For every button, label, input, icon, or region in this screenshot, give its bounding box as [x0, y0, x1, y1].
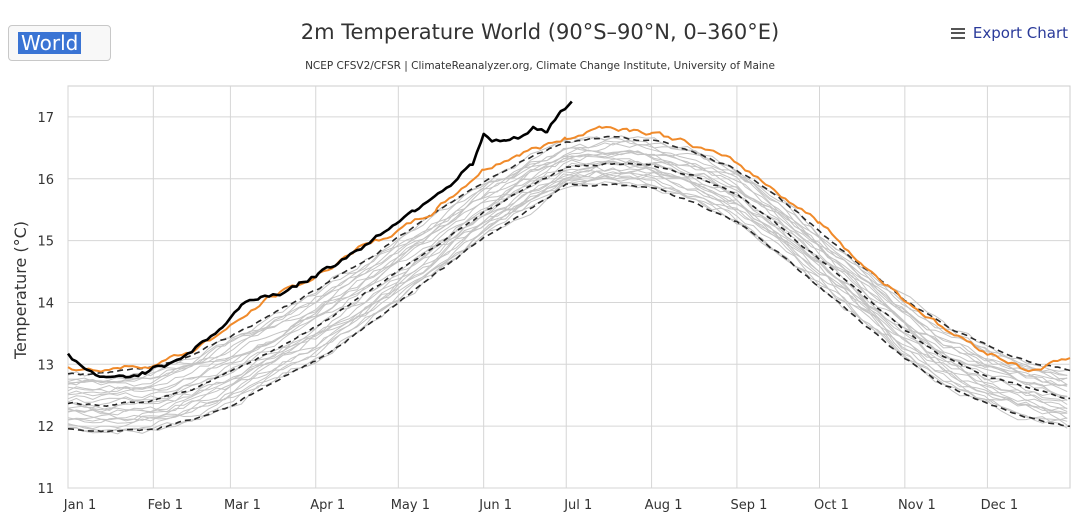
historical-years-lines: [67, 135, 1068, 435]
mean-dashed-line: [67, 162, 1071, 408]
y-tick-label: 13: [37, 358, 54, 373]
historical-year-line: [67, 146, 1068, 387]
historical-year-line: [67, 170, 1068, 416]
y-tick-label: 12: [37, 420, 54, 435]
y-tick-labels: 11 12 13 14 15 16 17: [37, 111, 54, 497]
series-lines: [66, 100, 1071, 433]
historical-year-line: [67, 177, 1068, 430]
historical-year-line: [67, 151, 1068, 396]
previous-year-line: [67, 125, 1071, 373]
historical-year-line: [67, 162, 1068, 413]
historical-year-line: [67, 158, 1068, 411]
plot-frame: [67, 85, 1071, 489]
x-tick-label: Dec 1: [981, 498, 1019, 513]
x-tick-label: Feb 1: [148, 498, 183, 513]
x-tick-label: Jan 1: [63, 498, 96, 513]
x-tick-label: Jul 1: [563, 498, 592, 513]
x-tick-labels: Jan 1 Feb 1 Mar 1 Apr 1 May 1 Jun 1 Jul 1 Aug 1…: [63, 498, 1018, 513]
x-tick-label: Aug 1: [645, 498, 683, 513]
grid: [67, 85, 1071, 489]
export-chart-label: Export Chart: [972, 24, 1068, 42]
historical-year-line: [67, 172, 1068, 424]
y-tick-label: 16: [37, 173, 54, 188]
historical-year-line: [67, 150, 1068, 393]
historical-year-line: [67, 160, 1068, 409]
chart-title: 2m Temperature World (90°S–90°N, 0–360°E…: [300, 20, 780, 44]
band-dashed-line: [67, 183, 1071, 433]
historical-year-line: [68, 177, 1068, 434]
historical-year-line: [67, 181, 1068, 435]
y-tick-label: 15: [37, 235, 54, 250]
historical-year-line: [67, 166, 1068, 421]
x-tick-label: Oct 1: [814, 498, 849, 513]
historical-year-line: [67, 151, 1068, 397]
y-tick-label: 11: [37, 482, 54, 497]
region-select-value: World: [18, 32, 82, 54]
x-tick-label: Nov 1: [898, 498, 936, 513]
historical-year-line: [67, 160, 1068, 413]
region-select[interactable]: World: [8, 25, 111, 61]
x-tick-label: Apr 1: [310, 498, 345, 513]
historical-year-line: [67, 169, 1068, 424]
x-tick-label: Mar 1: [224, 498, 261, 513]
x-tick-label: Jun 1: [478, 498, 512, 513]
x-tick-label: May 1: [391, 498, 430, 513]
historical-year-line: [67, 149, 1068, 391]
y-tick-label: 17: [37, 111, 54, 126]
chart-subtitle: NCEP CFSV2/CFSR | ClimateReanalyzer.org,…: [305, 60, 775, 72]
export-chart-button[interactable]: Export Chart: [950, 24, 1068, 42]
current-year-line: [66, 100, 573, 379]
y-axis-label: Temperature (°C): [11, 221, 30, 360]
x-tick-label: Sep 1: [730, 498, 767, 513]
y-tick-label: 14: [37, 296, 54, 311]
historical-year-line: [67, 136, 1068, 383]
menu-icon: [950, 27, 965, 39]
